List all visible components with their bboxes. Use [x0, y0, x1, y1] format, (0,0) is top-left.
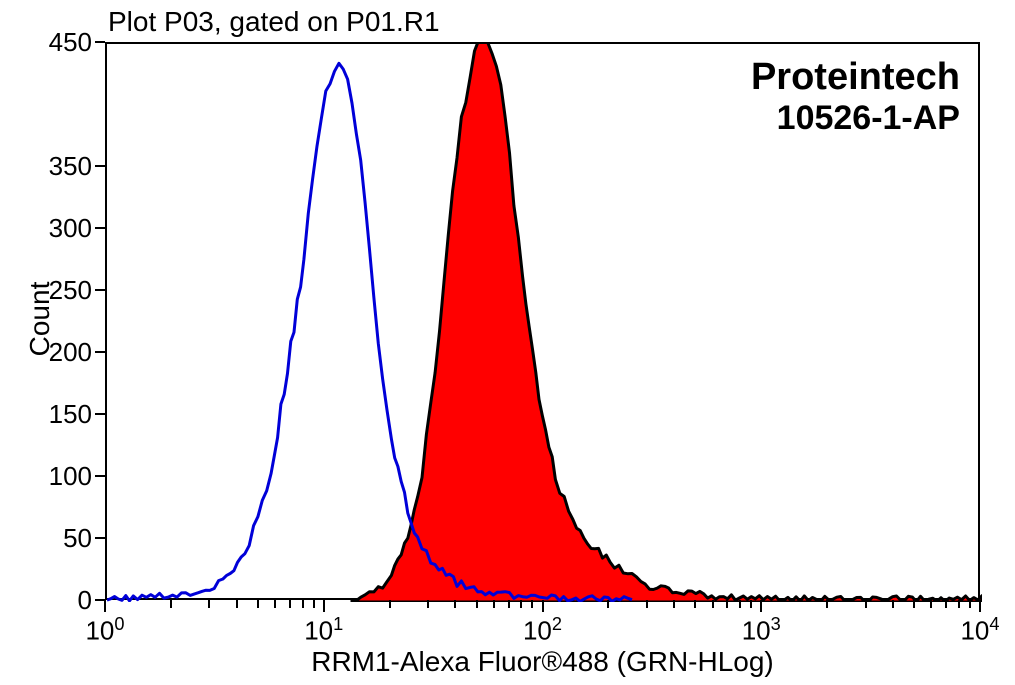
- x-major-tick-mark: [542, 600, 544, 612]
- x-tick-label: 101: [289, 614, 359, 647]
- x-minor-tick-mark: [508, 600, 510, 608]
- flow-cytometry-figure: Plot P03, gated on P01.R1 Proteintech 10…: [0, 0, 1015, 685]
- y-tick-mark: [95, 165, 105, 167]
- x-minor-tick-mark: [257, 600, 259, 608]
- y-tick-label: 200: [37, 337, 92, 368]
- y-tick-mark: [95, 475, 105, 477]
- x-minor-tick-mark: [493, 600, 495, 608]
- x-minor-tick-mark: [865, 600, 867, 608]
- x-tick-label: 102: [508, 614, 578, 647]
- x-minor-tick-mark: [208, 600, 210, 608]
- x-minor-tick-mark: [892, 600, 894, 608]
- x-minor-tick-mark: [913, 600, 915, 608]
- y-tick-label: 100: [37, 461, 92, 492]
- x-minor-tick-mark: [313, 600, 315, 608]
- x-minor-tick-mark: [607, 600, 609, 608]
- x-minor-tick-mark: [274, 600, 276, 608]
- x-minor-tick-mark: [726, 600, 728, 608]
- x-tick-label: 103: [726, 614, 796, 647]
- y-tick-label: 50: [37, 523, 92, 554]
- y-tick-label: 0: [37, 585, 92, 616]
- y-tick-mark: [95, 41, 105, 43]
- y-tick-mark: [95, 537, 105, 539]
- y-tick-mark: [95, 227, 105, 229]
- x-minor-tick-mark: [454, 600, 456, 608]
- y-tick-label: 300: [37, 213, 92, 244]
- x-minor-tick-mark: [289, 600, 291, 608]
- branding-line2: 10526-1-AP: [751, 99, 960, 138]
- x-minor-tick-mark: [930, 600, 932, 608]
- x-minor-tick-mark: [750, 600, 752, 608]
- x-minor-tick-mark: [531, 600, 533, 608]
- y-tick-label: 250: [37, 275, 92, 306]
- x-minor-tick-mark: [673, 600, 675, 608]
- x-minor-tick-mark: [739, 600, 741, 608]
- x-major-tick-mark: [760, 600, 762, 612]
- x-minor-tick-mark: [476, 600, 478, 608]
- y-tick-mark: [95, 289, 105, 291]
- x-minor-tick-mark: [520, 600, 522, 608]
- x-minor-tick-mark: [712, 600, 714, 608]
- y-tick-mark: [95, 351, 105, 353]
- x-minor-tick-mark: [694, 600, 696, 608]
- branding-line1: Proteintech: [751, 56, 960, 99]
- x-minor-tick-mark: [945, 600, 947, 608]
- x-major-tick-mark: [979, 600, 981, 612]
- plot-title: Plot P03, gated on P01.R1: [108, 6, 440, 38]
- y-tick-label: 350: [37, 151, 92, 182]
- x-minor-tick-mark: [170, 600, 172, 608]
- x-major-tick-mark: [323, 600, 325, 612]
- x-minor-tick-mark: [236, 600, 238, 608]
- x-minor-tick-mark: [969, 600, 971, 608]
- y-tick-label: 450: [37, 27, 92, 58]
- x-minor-tick-mark: [958, 600, 960, 608]
- x-minor-tick-mark: [826, 600, 828, 608]
- x-tick-label: 100: [70, 614, 140, 647]
- x-major-tick-mark: [104, 600, 106, 612]
- x-minor-tick-mark: [646, 600, 648, 608]
- x-minor-tick-mark: [389, 600, 391, 608]
- x-minor-tick-mark: [302, 600, 304, 608]
- plot-area: Proteintech 10526-1-AP: [105, 42, 980, 600]
- x-axis-label: RRM1-Alexa Fluor®488 (GRN-HLog): [105, 646, 980, 678]
- x-minor-tick-mark: [427, 600, 429, 608]
- x-tick-label: 104: [945, 614, 1015, 647]
- branding-box: Proteintech 10526-1-AP: [751, 56, 960, 138]
- y-tick-label: 150: [37, 399, 92, 430]
- y-tick-mark: [95, 413, 105, 415]
